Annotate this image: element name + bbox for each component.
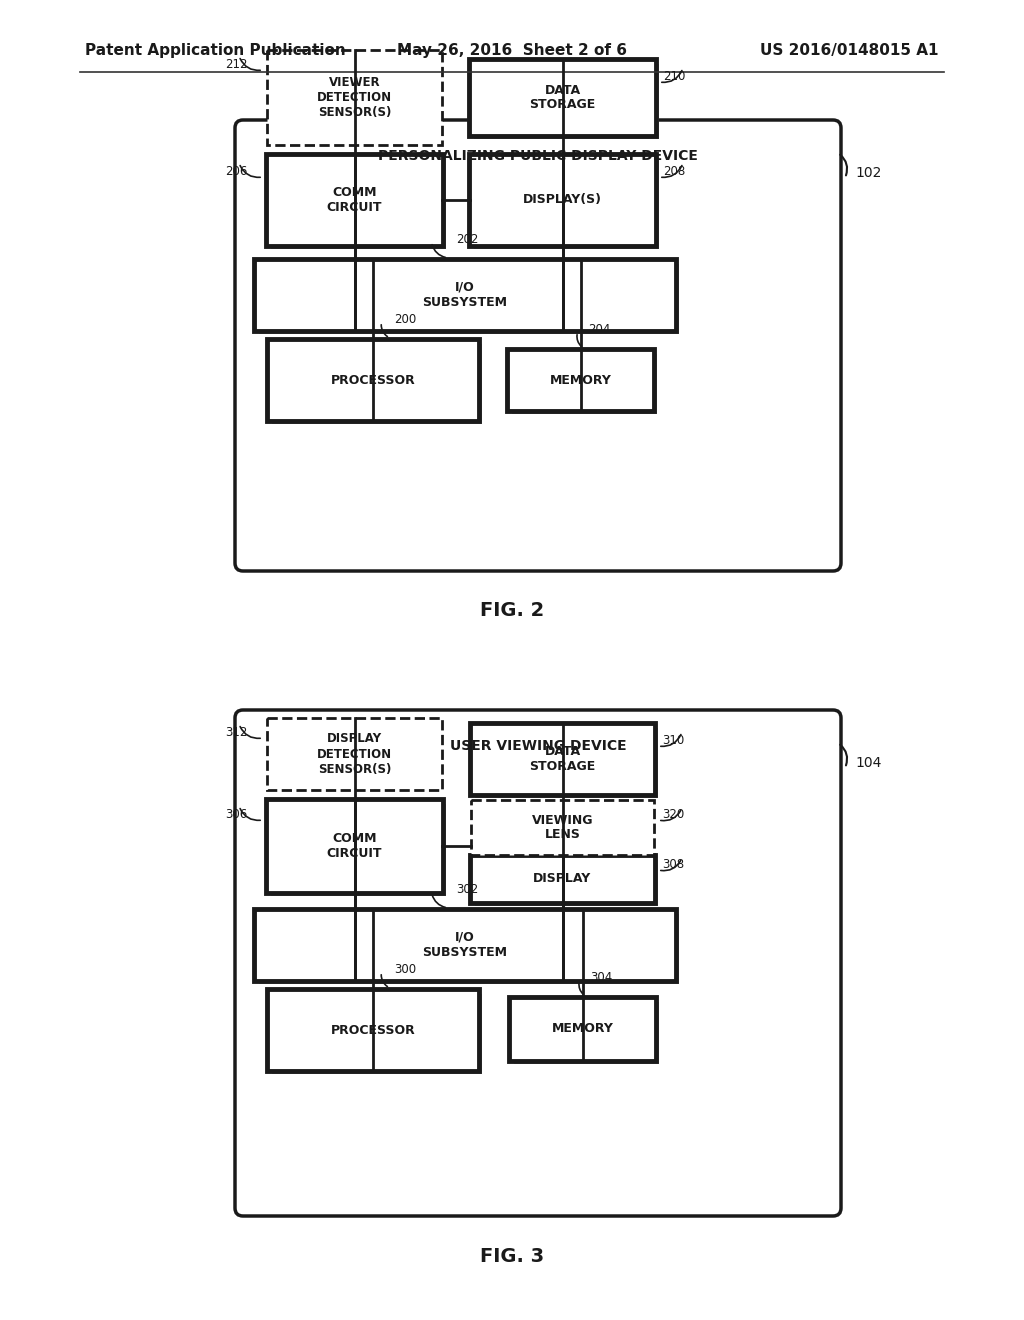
Text: PROCESSOR: PROCESSOR [331,374,416,387]
Text: 304: 304 [590,972,612,983]
Text: 302: 302 [457,883,479,896]
Text: PERSONALIZING PUBLIC DISPLAY DEVICE: PERSONALIZING PUBLIC DISPLAY DEVICE [378,149,698,162]
Bar [471,800,654,855]
Bar [272,994,482,1074]
Text: VIEWER
DETECTION
SENSOR(S): VIEWER DETECTION SENSOR(S) [317,77,392,119]
Bar [267,339,479,421]
Bar [266,799,443,894]
Bar [272,345,482,424]
Bar [470,855,655,903]
Bar [469,154,656,246]
Bar [267,989,479,1071]
Bar [512,354,657,414]
Text: MEMORY: MEMORY [552,1023,613,1035]
Bar [475,861,658,906]
Bar [254,909,676,981]
Text: DISPLAY(S): DISPLAY(S) [523,194,602,206]
Bar [470,723,655,795]
Text: I/O
SUBSYSTEM: I/O SUBSYSTEM [423,281,508,309]
Bar [259,264,679,334]
Text: 204: 204 [588,323,610,337]
Text: I/O
SUBSYSTEM: I/O SUBSYSTEM [423,931,508,960]
Text: 206: 206 [225,165,248,178]
Text: 310: 310 [662,734,684,747]
Text: 308: 308 [662,858,684,871]
Bar [474,158,659,249]
Bar [509,997,656,1061]
Bar [267,718,442,789]
Text: 306: 306 [225,808,247,821]
Text: May 26, 2016  Sheet 2 of 6: May 26, 2016 Sheet 2 of 6 [397,42,627,58]
Text: 312: 312 [225,726,248,739]
Bar [271,804,446,896]
Text: DATA
STORAGE: DATA STORAGE [529,744,596,774]
Bar [475,729,658,799]
Text: 102: 102 [855,166,882,180]
Bar [259,913,679,983]
Bar [271,158,446,249]
Text: 104: 104 [855,756,882,770]
Text: US 2016/0148015 A1: US 2016/0148015 A1 [761,42,939,58]
Text: PROCESSOR: PROCESSOR [331,1023,416,1036]
Text: COMM
CIRCUIT: COMM CIRCUIT [327,186,382,214]
Text: 208: 208 [663,165,685,178]
Text: 212: 212 [225,58,248,71]
Text: Patent Application Publication: Patent Application Publication [85,42,346,58]
Text: 200: 200 [394,313,416,326]
Bar [267,50,442,145]
Text: 210: 210 [663,70,685,83]
Text: USER VIEWING DEVICE: USER VIEWING DEVICE [450,739,627,752]
Text: COMM
CIRCUIT: COMM CIRCUIT [327,832,382,861]
Text: 320: 320 [662,808,684,821]
Bar [474,63,659,139]
Text: DISPLAY
DETECTION
SENSOR(S): DISPLAY DETECTION SENSOR(S) [317,733,392,776]
Text: 300: 300 [394,964,416,975]
Text: VIEWING
LENS: VIEWING LENS [531,813,593,842]
Text: DATA
STORAGE: DATA STORAGE [529,83,596,111]
Bar [266,154,443,246]
FancyBboxPatch shape [234,710,841,1216]
Bar [507,348,654,411]
Text: DISPLAY: DISPLAY [534,873,592,886]
Bar [514,1002,659,1064]
Text: 202: 202 [457,234,479,246]
Bar [469,59,656,136]
Bar [254,259,676,331]
Text: FIG. 3: FIG. 3 [480,1246,544,1266]
Text: MEMORY: MEMORY [550,374,611,387]
Text: FIG. 2: FIG. 2 [480,602,544,620]
FancyBboxPatch shape [234,120,841,572]
